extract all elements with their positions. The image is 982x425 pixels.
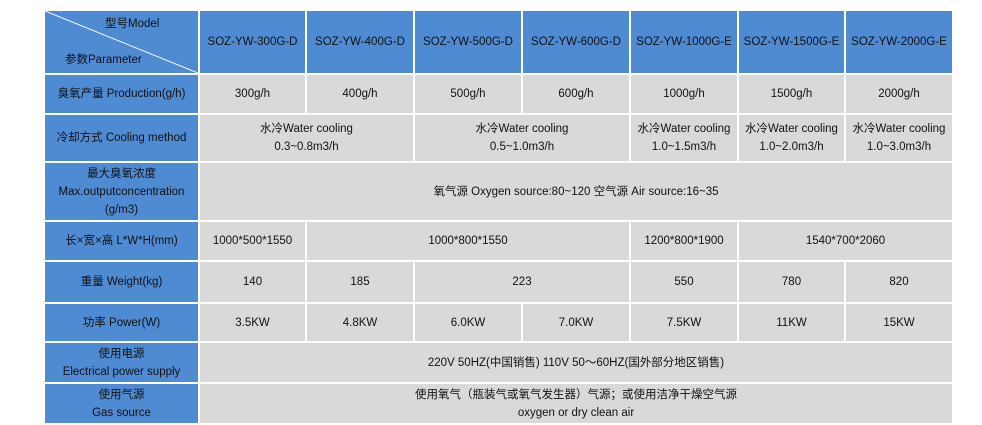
model-header: SOZ-YW-500G-D: [413, 9, 523, 75]
cell: 1200*800*1900: [629, 220, 739, 262]
cell: 2000g/h: [844, 73, 954, 115]
model-header: SOZ-YW-1000G-E: [629, 9, 739, 75]
model-header: SOZ-YW-400G-D: [305, 9, 415, 75]
model-header: SOZ-YW-1500G-E: [737, 9, 846, 75]
label-en: Max.outputconcentration: [58, 185, 185, 198]
power-row: 功率 Power(W) 3.5KW 4.8KW 6.0KW 7.0KW 7.5K…: [43, 302, 954, 343]
cooling-flow: 1.0~1.5m3/h: [651, 141, 717, 153]
model-header: SOZ-YW-2000G-E: [844, 9, 954, 75]
cooling-row: 冷却方式 Cooling method 水冷Water cooling 0.3~0…: [43, 113, 954, 163]
cell: 220V 50HZ(中国销售) 110V 50～60HZ(国外部分地区销售): [198, 341, 954, 384]
cell: 7.0KW: [521, 302, 631, 343]
cell: 500g/h: [413, 73, 523, 115]
row-label: 重量 Weight(kg): [43, 260, 200, 304]
cell: 1500g/h: [737, 73, 846, 115]
cooling-flow: 1.0~2.0m3/h: [759, 141, 824, 153]
cell: 400g/h: [305, 73, 415, 115]
cell: 820: [844, 260, 954, 304]
label-cn: 使用气源: [98, 388, 145, 401]
model-header: SOZ-YW-600G-D: [521, 9, 631, 75]
label-cn: 最大臭氧浓度: [87, 167, 156, 180]
cell: 185: [305, 260, 415, 304]
gas-value-cn: 使用氧气（瓶装气或氧气发生器）气源；或使用洁净干燥空气源: [415, 388, 737, 401]
model-label: 型号Model: [105, 18, 160, 30]
production-row: 臭氧产量 Production(g/h) 300g/h 400g/h 500g/…: [43, 73, 954, 115]
cooling-type: 水冷Water cooling: [475, 123, 569, 135]
cell: 300g/h: [198, 73, 307, 115]
parameter-label: 参数Parameter: [65, 54, 142, 66]
model-header: SOZ-YW-300G-D: [198, 9, 307, 75]
cell: 使用氧气（瓶装气或氧气发生器）气源；或使用洁净干燥空气源 oxygen or dr…: [198, 382, 954, 425]
cell: 氧气源 Oxygen source:80~120 空气源 Air source:…: [198, 161, 954, 222]
cell: 550: [629, 260, 739, 304]
row-label: 长×宽×高 L*W*H(mm): [43, 220, 200, 262]
row-label: 功率 Power(W): [43, 302, 200, 343]
row-label: 使用电源 Electrical power supply: [43, 341, 200, 384]
label-en: Gas source: [92, 406, 151, 419]
cell: 水冷Water cooling 0.5~1.0m3/h: [413, 113, 631, 163]
electric-row: 使用电源 Electrical power supply 220V 50HZ(中国…: [43, 341, 954, 384]
label-cn: 使用电源: [98, 347, 145, 360]
label-en: Electrical power supply: [62, 365, 181, 378]
cooling-flow: 1.0~3.0m3/h: [866, 141, 932, 153]
cooling-type: 水冷Water cooling: [745, 123, 838, 135]
cell: 1540*700*2060: [737, 220, 954, 262]
cell: 水冷Water cooling 1.0~3.0m3/h: [844, 113, 954, 163]
row-label: 最大臭氧浓度 Max.outputconcentration (g/m3): [43, 161, 200, 222]
cell: 水冷Water cooling 1.0~1.5m3/h: [629, 113, 739, 163]
cell: 水冷Water cooling 0.3~0.8m3/h: [198, 113, 415, 163]
cell: 1000g/h: [629, 73, 739, 115]
cooling-type: 水冷Water cooling: [852, 123, 946, 135]
label-unit: (g/m3): [104, 203, 139, 216]
cell: 1000*500*1550: [198, 220, 307, 262]
cell: 223: [413, 260, 631, 304]
cooling-flow: 0.3~0.8m3/h: [274, 141, 339, 153]
weight-row: 重量 Weight(kg) 140 185 223 550 780 820: [43, 260, 954, 304]
cell: 1000*800*1550: [305, 220, 631, 262]
cell: 15KW: [844, 302, 954, 343]
cell: 11KW: [737, 302, 846, 343]
gas-value-en: oxygen or dry clean air: [517, 406, 635, 419]
cell: 7.5KW: [629, 302, 739, 343]
header-row: 型号Model 参数Parameter SOZ-YW-300G-D SOZ-YW…: [43, 9, 954, 75]
diagonal-header-cell: 型号Model 参数Parameter: [43, 9, 200, 75]
cell: 600g/h: [521, 73, 631, 115]
cooling-type: 水冷Water cooling: [637, 123, 731, 135]
cell: 6.0KW: [413, 302, 523, 343]
concentration-row: 最大臭氧浓度 Max.outputconcentration (g/m3) 氧气源 …: [43, 161, 954, 222]
dimensions-row: 长×宽×高 L*W*H(mm) 1000*500*1550 1000*800*1…: [43, 220, 954, 262]
cell: 4.8KW: [305, 302, 415, 343]
cell: 140: [198, 260, 307, 304]
cooling-type: 水冷Water cooling: [260, 123, 353, 135]
cell: 780: [737, 260, 846, 304]
spec-table: 型号Model 参数Parameter SOZ-YW-300G-D SOZ-YW…: [43, 9, 954, 425]
row-label: 使用气源 Gas source: [43, 382, 200, 425]
row-label: 臭氧产量 Production(g/h): [43, 73, 200, 115]
cell: 水冷Water cooling 1.0~2.0m3/h: [737, 113, 846, 163]
cell: 3.5KW: [198, 302, 307, 343]
gas-row: 使用气源 Gas source 使用氧气（瓶装气或氧气发生器）气源；或使用洁净干燥…: [43, 382, 954, 425]
cooling-flow: 0.5~1.0m3/h: [489, 141, 555, 153]
row-label: 冷却方式 Cooling method: [43, 113, 200, 163]
